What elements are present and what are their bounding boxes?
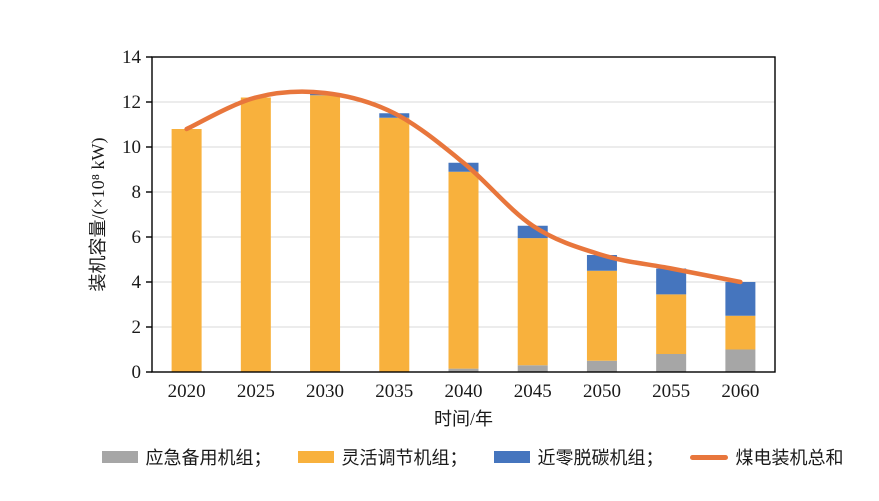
x-axis-title: 时间/年: [434, 409, 493, 429]
legend-item-near-zero-carbon-units: 近零脱碳机组；: [493, 444, 664, 470]
legend-label-emergency-backup-units: 应急备用机组；: [145, 448, 272, 468]
bar-segment: [586, 270, 617, 361]
legend-swatch-flexible-regulation-units: [297, 451, 334, 463]
bar-segment: [448, 171, 479, 369]
legend-swatch-near-zero-carbon-units: [493, 451, 530, 463]
legend-item-emergency-backup-units: 应急备用机组；: [101, 444, 272, 470]
y-tick-label: 12: [122, 92, 141, 113]
x-tick-label: 2045: [514, 381, 552, 402]
bar-segment: [517, 238, 548, 366]
bar-segment: [725, 315, 756, 350]
x-tick-label: 2050: [583, 381, 621, 402]
legend-label-flexible-regulation-units: 灵活调节机组；: [341, 448, 468, 468]
legend-item-flexible-regulation-units: 灵活调节机组；: [297, 444, 468, 470]
bar-segment: [517, 365, 548, 372]
bar-segment: [725, 282, 756, 316]
x-tick-label: 2035: [375, 381, 413, 402]
x-tick-label: 2020: [168, 381, 206, 402]
legend-swatch-emergency-backup-units: [101, 451, 138, 463]
y-tick-label: 4: [132, 272, 142, 293]
bar-segment: [656, 268, 687, 295]
bar-segment: [656, 294, 687, 354]
x-tick-label: 2060: [721, 381, 759, 402]
y-tick-label: 2: [132, 317, 142, 338]
y-tick-label: 8: [132, 182, 142, 203]
legend-label-near-zero-carbon-units: 近零脱碳机组；: [537, 448, 664, 468]
bar-segment: [656, 354, 687, 372]
x-tick-label: 2040: [445, 381, 483, 402]
plot-frame: [151, 56, 776, 373]
bar-segment: [171, 129, 202, 372]
legend: 应急备用机组； 灵活调节机组； 近零脱碳机组； 煤电装机总和: [0, 444, 879, 470]
bar-segment: [379, 117, 410, 372]
y-tick-label: 6: [132, 227, 142, 248]
x-tick-label: 2030: [306, 381, 344, 402]
bar-series: [171, 93, 756, 372]
y-tick-label: 10: [122, 137, 141, 158]
legend-swatch-coal-power-total-line: [689, 454, 728, 460]
bar-segment: [448, 368, 479, 372]
x-axis: 2020 2025 2030 2035 2040 2045 2050 2055 2060: [168, 381, 760, 402]
bar-segment: [240, 97, 271, 372]
legend-item-coal-power-total: 煤电装机总和: [689, 444, 844, 470]
y-axis-title: 装机容量/(×10⁸ kW): [88, 138, 109, 292]
legend-label-coal-power-total: 煤电装机总和: [735, 448, 844, 468]
bar-segment: [448, 162, 479, 172]
y-tick-label: 14: [122, 47, 142, 68]
y-tick-label: 0: [132, 362, 142, 383]
bar-segment: [725, 349, 756, 372]
x-tick-label: 2055: [652, 381, 690, 402]
x-tick-label: 2025: [237, 381, 275, 402]
y-axis: 0 2 4 6 8 10 12 14: [122, 47, 152, 383]
bar-segment: [586, 360, 617, 372]
bar-segment: [310, 95, 341, 372]
coal-power-total-line: [184, 89, 743, 285]
